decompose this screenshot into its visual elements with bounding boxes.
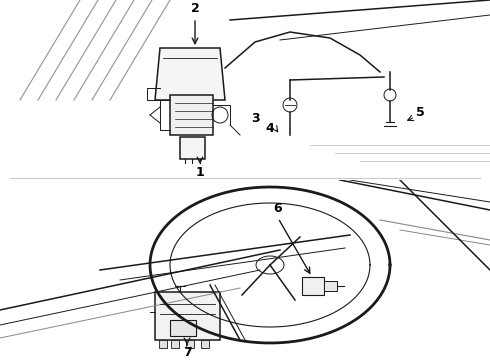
FancyBboxPatch shape	[170, 320, 196, 336]
Polygon shape	[302, 277, 324, 295]
Polygon shape	[159, 340, 167, 348]
Polygon shape	[201, 340, 209, 348]
Text: 7: 7	[183, 346, 192, 359]
Polygon shape	[324, 281, 337, 291]
Text: 6: 6	[274, 202, 282, 215]
Polygon shape	[171, 340, 179, 348]
Text: 1: 1	[196, 166, 204, 180]
Text: 5: 5	[416, 105, 424, 118]
Polygon shape	[186, 340, 194, 348]
Text: 4: 4	[266, 122, 274, 135]
Polygon shape	[155, 48, 225, 100]
Text: 3: 3	[251, 112, 259, 125]
Text: 2: 2	[191, 1, 199, 14]
Polygon shape	[170, 95, 213, 135]
Polygon shape	[180, 137, 205, 159]
Polygon shape	[155, 292, 220, 340]
